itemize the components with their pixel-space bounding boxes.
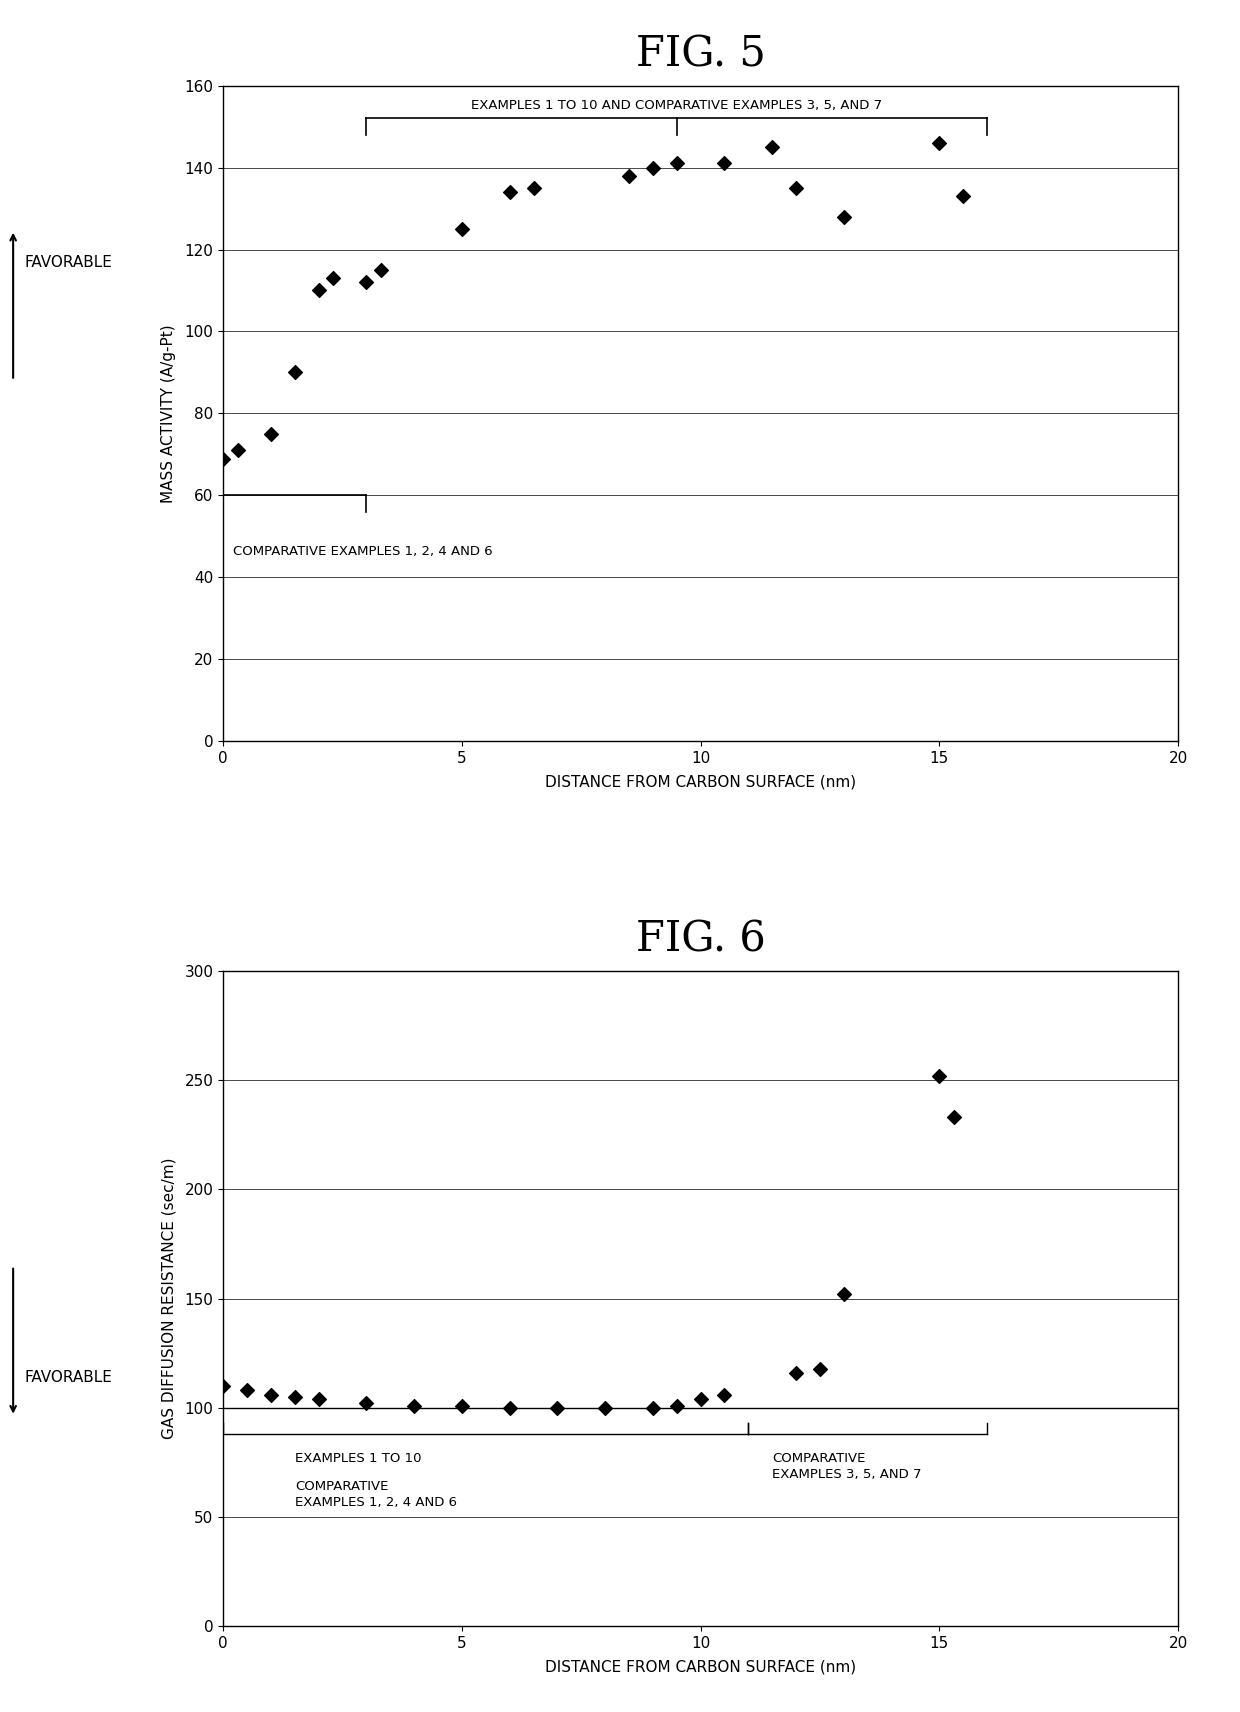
Point bbox=[810, 1354, 830, 1382]
Point bbox=[357, 1390, 377, 1418]
Text: EXAMPLES 1 TO 10: EXAMPLES 1 TO 10 bbox=[295, 1452, 422, 1464]
Text: COMPARATIVE
EXAMPLES 3, 5, AND 7: COMPARATIVE EXAMPLES 3, 5, AND 7 bbox=[773, 1452, 921, 1481]
Point bbox=[691, 1385, 711, 1412]
Point bbox=[714, 149, 734, 176]
Point bbox=[833, 204, 853, 231]
X-axis label: DISTANCE FROM CARBON SURFACE (nm): DISTANCE FROM CARBON SURFACE (nm) bbox=[546, 1659, 856, 1674]
Title: FIG. 6: FIG. 6 bbox=[636, 918, 765, 960]
Point bbox=[930, 1061, 950, 1089]
Point bbox=[260, 419, 280, 447]
Point bbox=[619, 163, 639, 190]
Point bbox=[523, 175, 543, 202]
Point bbox=[786, 1359, 806, 1387]
Point bbox=[500, 1394, 520, 1421]
Point bbox=[451, 1392, 471, 1419]
Point bbox=[930, 130, 950, 158]
Text: FAVORABLE: FAVORABLE bbox=[25, 255, 112, 270]
Point bbox=[228, 437, 248, 464]
Point bbox=[213, 1373, 233, 1400]
Point bbox=[642, 154, 662, 181]
Text: COMPARATIVE
EXAMPLES 1, 2, 4 AND 6: COMPARATIVE EXAMPLES 1, 2, 4 AND 6 bbox=[295, 1479, 456, 1508]
Point bbox=[324, 265, 343, 293]
Point bbox=[548, 1394, 568, 1421]
Point bbox=[833, 1281, 853, 1308]
Point bbox=[260, 1382, 280, 1409]
Text: EXAMPLES 1 TO 10 AND COMPARATIVE EXAMPLES 3, 5, AND 7: EXAMPLES 1 TO 10 AND COMPARATIVE EXAMPLE… bbox=[471, 99, 883, 113]
Point bbox=[285, 360, 305, 387]
X-axis label: DISTANCE FROM CARBON SURFACE (nm): DISTANCE FROM CARBON SURFACE (nm) bbox=[546, 774, 856, 789]
Point bbox=[213, 445, 233, 473]
Point bbox=[642, 1394, 662, 1421]
Point bbox=[944, 1104, 963, 1132]
Point bbox=[595, 1394, 615, 1421]
Point bbox=[309, 277, 329, 305]
Y-axis label: MASS ACTIVITY (A/g-Pt): MASS ACTIVITY (A/g-Pt) bbox=[161, 324, 176, 503]
Text: FAVORABLE: FAVORABLE bbox=[25, 1370, 112, 1385]
Point bbox=[714, 1382, 734, 1409]
Point bbox=[237, 1376, 257, 1404]
Point bbox=[451, 216, 471, 243]
Y-axis label: GAS DIFFUSION RESISTANCE (sec/m): GAS DIFFUSION RESISTANCE (sec/m) bbox=[161, 1157, 176, 1440]
Point bbox=[309, 1385, 329, 1412]
Text: COMPARATIVE EXAMPLES 1, 2, 4 AND 6: COMPARATIVE EXAMPLES 1, 2, 4 AND 6 bbox=[233, 544, 492, 558]
Point bbox=[954, 183, 973, 211]
Point bbox=[357, 269, 377, 296]
Point bbox=[667, 149, 687, 176]
Point bbox=[404, 1392, 424, 1419]
Point bbox=[763, 134, 782, 161]
Point bbox=[786, 175, 806, 202]
Point bbox=[667, 1392, 687, 1419]
Title: FIG. 5: FIG. 5 bbox=[636, 33, 765, 75]
Point bbox=[285, 1383, 305, 1411]
Point bbox=[500, 178, 520, 205]
Point bbox=[371, 257, 391, 284]
